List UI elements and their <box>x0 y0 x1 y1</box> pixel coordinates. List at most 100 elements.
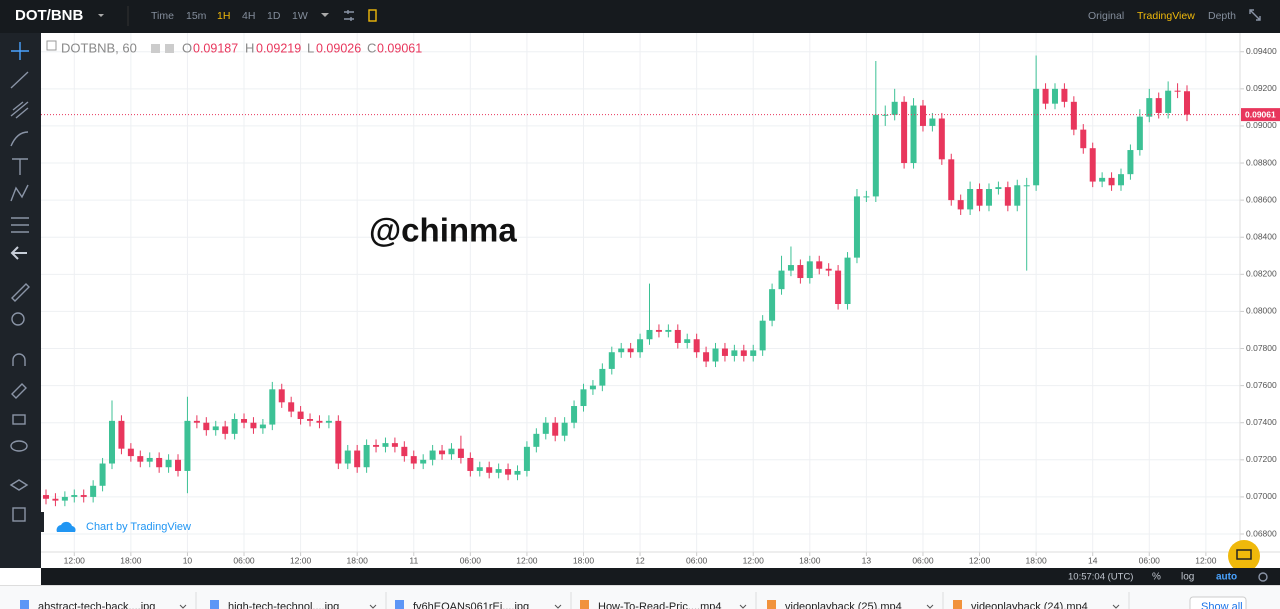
view[interactable]: TradingView <box>1137 10 1195 22</box>
text-tool[interactable] <box>12 158 28 175</box>
candle-body <box>156 457 163 468</box>
ohlc-value: 0.09219 <box>256 41 301 55</box>
show-all-button[interactable] <box>1189 596 1247 609</box>
candle-body <box>571 406 578 423</box>
x-tick-label: 06:00 <box>233 555 255 565</box>
candle-body <box>127 448 134 457</box>
icon[interactable] <box>165 44 174 53</box>
candle-body <box>608 352 615 369</box>
zoom-tool[interactable] <box>11 312 25 326</box>
download-item[interactable]: high-tech-technol....jpg <box>228 601 339 609</box>
back-tool[interactable] <box>10 246 27 260</box>
candle-body <box>193 420 200 423</box>
download-item[interactable]: videoplayback (25).mp4 <box>785 601 902 609</box>
file-icon <box>767 600 776 609</box>
trash-tool[interactable] <box>12 507 26 522</box>
candle-body <box>769 289 776 321</box>
caret[interactable] <box>926 604 934 609</box>
interval[interactable]: Time <box>151 10 174 22</box>
candle-body <box>297 411 304 420</box>
credit[interactable]: Chart by TradingView <box>86 521 191 533</box>
scale-option[interactable]: log <box>1181 572 1194 583</box>
icon[interactable] <box>151 44 160 53</box>
interval[interactable]: 1D <box>267 10 281 22</box>
measure-tool[interactable] <box>11 217 29 233</box>
candle-body <box>599 368 606 386</box>
candle-body <box>919 105 926 126</box>
candle-body <box>693 339 700 353</box>
candle-body <box>853 196 860 258</box>
candle-body <box>825 268 832 271</box>
view[interactable]: Original <box>1088 10 1124 22</box>
candle-body <box>137 456 144 462</box>
dropdown[interactable] <box>98 14 104 17</box>
scale-option[interactable]: auto <box>1216 572 1237 583</box>
gear-icon[interactable] <box>1258 572 1268 582</box>
candle-body <box>759 320 766 351</box>
candle-body <box>288 402 295 412</box>
interval[interactable]: 4H <box>242 10 255 22</box>
candle-body <box>882 114 889 116</box>
crosshair-tool[interactable] <box>11 42 29 60</box>
expand-icon[interactable] <box>1249 9 1261 21</box>
candle-body <box>1146 98 1153 117</box>
symbol[interactable]: DOT/BNB <box>15 7 83 24</box>
interval[interactable]: 15m <box>186 10 207 22</box>
show-all[interactable]: Show all <box>1201 601 1243 609</box>
dropdown[interactable] <box>321 13 329 17</box>
indicator-icon[interactable] <box>368 9 377 22</box>
file-icon <box>580 600 589 609</box>
ruler-tool[interactable] <box>11 283 30 302</box>
line-tool[interactable] <box>10 71 29 89</box>
candle-body <box>373 444 380 447</box>
ohlc-label: C <box>367 40 376 55</box>
eye-tool[interactable] <box>10 440 28 452</box>
candle-body <box>1174 90 1181 92</box>
tv-logo <box>56 521 76 532</box>
caret[interactable] <box>739 604 747 609</box>
candle-body <box>363 444 370 468</box>
fib-tool[interactable] <box>10 101 29 119</box>
candle-body <box>316 420 323 423</box>
layers-tool[interactable] <box>9 479 29 491</box>
candle-body <box>250 422 257 429</box>
ohlc-value: 0.09187 <box>193 41 238 55</box>
candle-body <box>787 265 794 271</box>
chat-button[interactable] <box>1228 540 1260 572</box>
pattern-tool[interactable] <box>10 184 29 202</box>
interval[interactable]: 1W <box>292 10 308 22</box>
y-tick-label: 0.08800 <box>1246 157 1277 167</box>
x-tick-label: 12:00 <box>64 555 86 565</box>
candle-body <box>655 329 662 332</box>
candle-body <box>1051 88 1058 104</box>
magnet-tool[interactable] <box>12 353 26 366</box>
caret[interactable] <box>369 604 377 609</box>
candle-body <box>476 467 483 471</box>
caret[interactable] <box>179 604 187 609</box>
candle-body <box>929 118 936 126</box>
settings-icon[interactable] <box>344 10 354 21</box>
candle-body <box>1136 116 1143 151</box>
collapse-icon[interactable] <box>46 40 57 51</box>
x-tick-label: 12:00 <box>290 555 312 565</box>
download-item[interactable]: fy6hEOANs061rEi....jpg <box>413 601 529 609</box>
top-bar <box>0 0 1280 33</box>
interval[interactable]: 1H <box>217 10 230 22</box>
candle-body <box>1042 88 1049 104</box>
download-item[interactable]: How-To-Read-Pric....mp4 <box>598 601 721 609</box>
chart-title: DOTBNB, 60 <box>61 40 137 55</box>
view[interactable]: Depth <box>1208 10 1236 22</box>
collapse-tab[interactable] <box>38 512 44 532</box>
lock-tool[interactable] <box>12 414 26 425</box>
candle-body <box>146 457 153 462</box>
caret[interactable] <box>554 604 562 609</box>
candle-body <box>71 495 78 497</box>
download-item[interactable]: videoplayback (24).mp4 <box>971 601 1088 609</box>
caret[interactable] <box>1112 604 1120 609</box>
y-tick-label: 0.07000 <box>1246 491 1277 501</box>
download-item[interactable]: abstract-tech-back....jpg <box>38 601 155 609</box>
brush-tool[interactable] <box>10 131 29 147</box>
y-tick-label: 0.07600 <box>1246 380 1277 390</box>
scale-option[interactable]: % <box>1152 572 1161 583</box>
lock-draw-tool[interactable] <box>11 383 27 399</box>
